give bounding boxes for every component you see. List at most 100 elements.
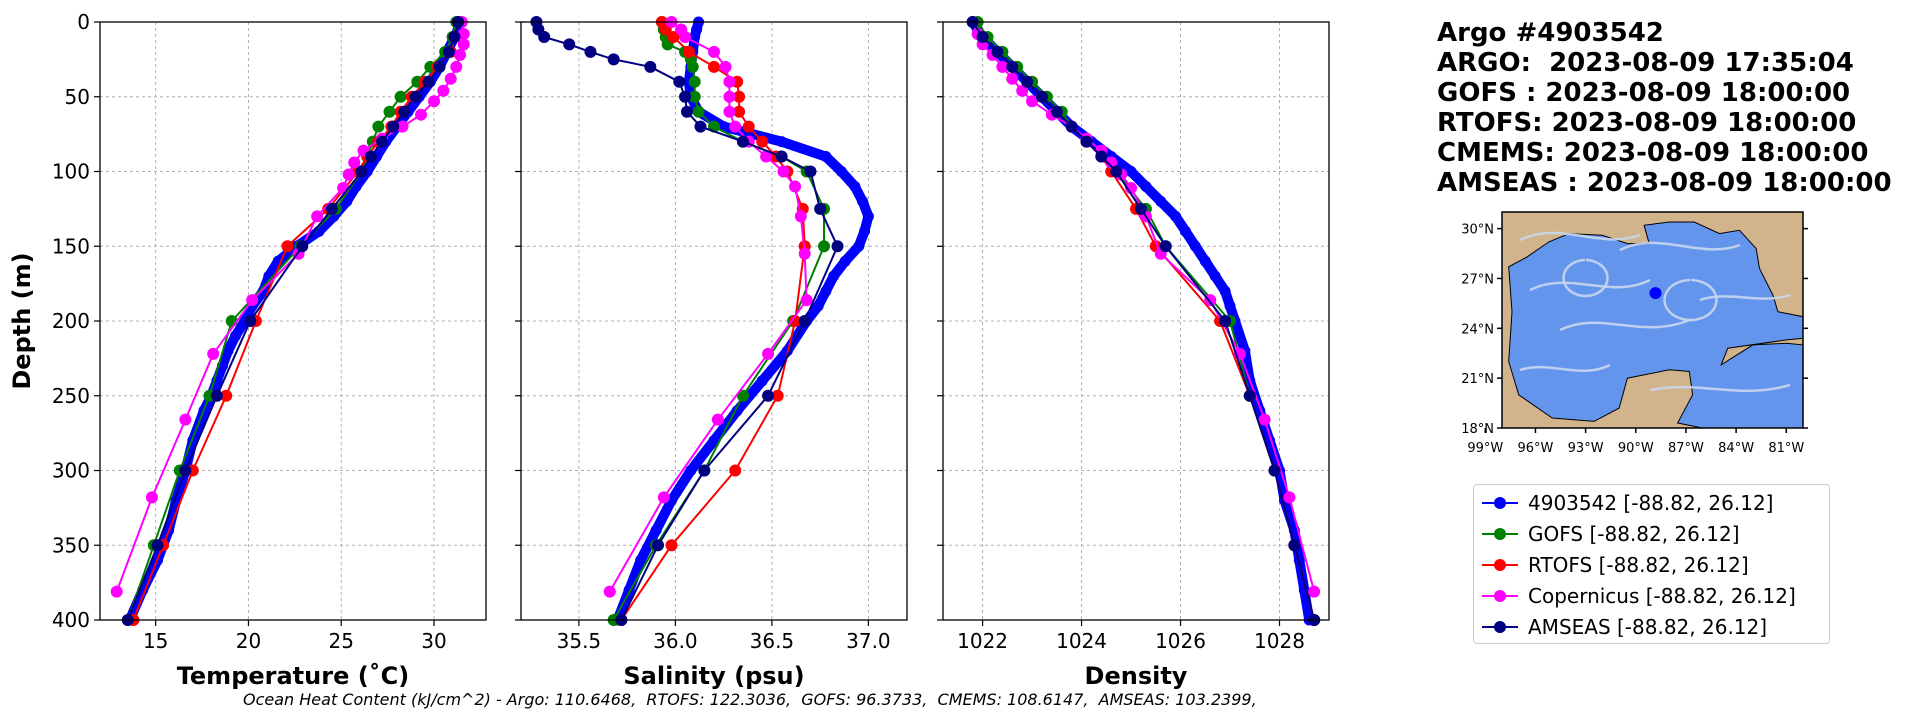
series-line <box>115 21 465 593</box>
data-point <box>853 240 865 252</box>
data-point <box>1283 491 1296 504</box>
data-point <box>679 90 692 103</box>
data-point <box>1268 464 1281 477</box>
data-point <box>1134 202 1147 215</box>
data-point <box>1189 240 1201 252</box>
data-point <box>210 389 223 402</box>
x-tick-label: 36.5 <box>750 629 795 653</box>
data-point <box>820 151 832 163</box>
panel-2: 35.5 36.0 36.5 37.0 Salinity (psu) <box>515 16 908 690</box>
map-lon-label: 87°W <box>1668 441 1704 456</box>
data-point <box>708 60 720 73</box>
data-point <box>657 491 670 504</box>
map-lon-label: 99°W <box>1467 441 1503 456</box>
data-point <box>1308 585 1321 598</box>
data-point <box>771 389 784 402</box>
series-line <box>971 21 1316 593</box>
data-point <box>723 90 736 103</box>
data-point <box>729 464 742 477</box>
y-tick-label: 50 <box>65 85 90 109</box>
data-point <box>800 294 813 307</box>
header-rtofs-time: RTOFS: 2023-08-09 18:00:00 <box>1437 108 1857 138</box>
data-point <box>110 585 123 598</box>
data-point <box>775 150 788 163</box>
data-point <box>756 135 769 148</box>
x-axis-label: Salinity (psu) <box>623 662 804 690</box>
data-point <box>296 240 309 253</box>
data-point <box>736 389 749 402</box>
map-lat-label: 21°N <box>1461 372 1494 387</box>
current-streamline <box>1559 318 1691 332</box>
header-title: Argo #4903542 <box>1437 18 1664 48</box>
data-point <box>665 539 678 552</box>
legend-item-amseas: AMSEAS [-88.82, 26.12] <box>1482 613 1767 641</box>
data-point <box>538 30 551 43</box>
data-point <box>207 347 220 360</box>
x-tick-label: 25 <box>329 629 354 653</box>
current-streamline <box>1663 278 1718 322</box>
map-lat-label: 27°N <box>1461 272 1494 287</box>
legend-marker-icon <box>1482 555 1518 575</box>
data-point <box>348 156 361 169</box>
data-point <box>1110 165 1123 178</box>
data-point <box>1219 285 1231 297</box>
data-point <box>723 75 736 88</box>
x-tick-label: 15 <box>143 629 168 653</box>
series-amseas <box>121 16 465 626</box>
data-point <box>812 300 824 312</box>
data-point <box>635 554 647 566</box>
header-argo-time: ARGO: 2023-08-09 17:35:04 <box>1437 48 1854 78</box>
x-tick-label: 30 <box>421 629 446 653</box>
data-point <box>355 165 368 178</box>
data-point <box>145 491 158 504</box>
data-point <box>409 90 422 103</box>
series-amseas <box>530 16 844 626</box>
data-point <box>1199 255 1211 267</box>
data-point <box>708 45 720 58</box>
data-point <box>996 60 1009 73</box>
data-point <box>685 465 697 476</box>
data-point <box>742 120 755 133</box>
data-point <box>246 294 259 307</box>
data-point <box>1006 72 1019 85</box>
map-lon-label: 93°W <box>1568 441 1604 456</box>
data-point <box>820 285 832 297</box>
data-point <box>818 240 831 253</box>
map-lon-label: 90°W <box>1618 441 1654 456</box>
data-point <box>1170 210 1182 222</box>
data-point <box>394 90 407 103</box>
map-frame <box>1501 211 1804 429</box>
data-point <box>789 315 802 327</box>
data-point <box>1095 150 1108 163</box>
data-point <box>814 202 827 215</box>
data-point <box>396 120 409 133</box>
header-amseas-time: AMSEAS : 2023-08-09 18:00:00 <box>1437 168 1892 198</box>
data-point <box>650 524 662 536</box>
legend-label: AMSEAS [-88.82, 26.12] <box>1528 615 1768 639</box>
data-point <box>756 375 768 387</box>
data-point <box>1140 180 1152 192</box>
series-copernicus <box>966 16 1321 598</box>
data-point <box>976 30 989 43</box>
map-lon-label: 96°W <box>1517 441 1553 456</box>
data-point <box>1006 60 1019 73</box>
y-axis-label: Depth (m) <box>8 252 36 389</box>
data-point <box>222 345 234 357</box>
data-point <box>376 135 389 148</box>
data-point <box>1258 413 1271 426</box>
data-point <box>364 150 377 163</box>
data-point <box>244 315 257 327</box>
legend-label: Copernicus [-88.82, 26.12] <box>1528 584 1796 608</box>
data-point <box>1050 105 1063 118</box>
x-tick-label: 1026 <box>1155 629 1206 653</box>
y-tick-label: 300 <box>52 459 90 483</box>
legend-label: GOFS [-88.82, 26.12] <box>1528 522 1740 546</box>
data-point <box>398 105 411 118</box>
data-point <box>450 60 463 73</box>
data-point <box>281 240 294 253</box>
data-point <box>776 136 788 148</box>
legend-marker-icon <box>1482 524 1518 544</box>
data-point <box>777 165 790 178</box>
legend-marker-icon <box>1482 586 1518 606</box>
data-point <box>1159 240 1172 253</box>
